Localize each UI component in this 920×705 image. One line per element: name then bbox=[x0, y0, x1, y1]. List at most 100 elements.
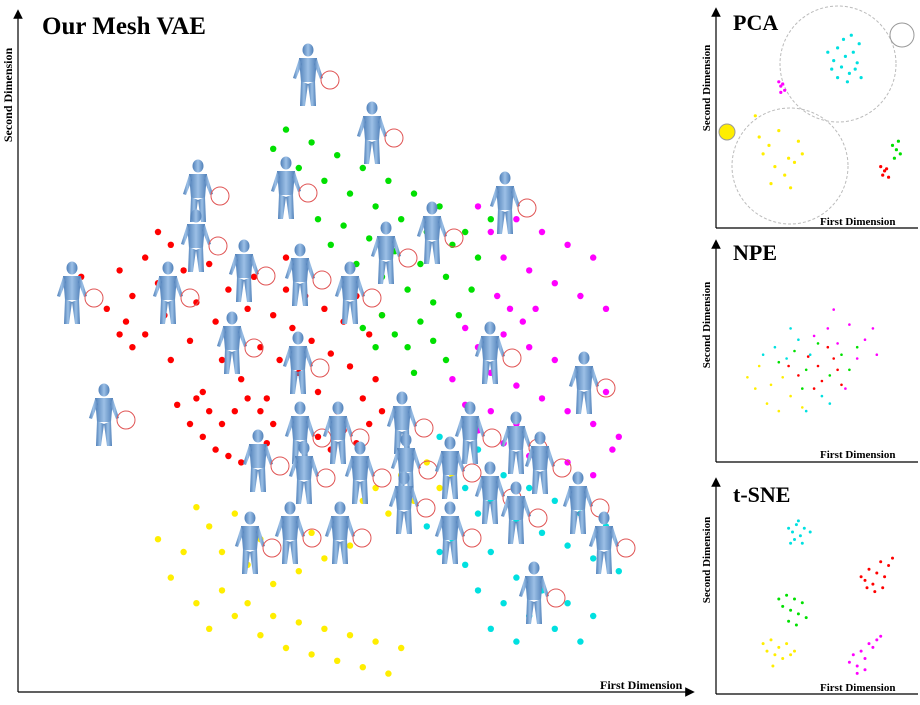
data-point bbox=[577, 292, 584, 300]
data-point bbox=[791, 530, 794, 534]
data-point bbox=[881, 173, 885, 177]
data-point bbox=[359, 164, 366, 172]
human-figure bbox=[525, 431, 572, 494]
data-point bbox=[346, 363, 354, 370]
data-point bbox=[436, 203, 443, 210]
data-point bbox=[538, 529, 546, 536]
data-point bbox=[848, 323, 851, 326]
data-point bbox=[244, 395, 251, 402]
data-point bbox=[487, 228, 494, 236]
data-point bbox=[851, 50, 855, 54]
data-point bbox=[513, 638, 520, 645]
data-point bbox=[231, 612, 238, 620]
pca-scatter-points bbox=[753, 33, 902, 190]
data-point bbox=[865, 586, 869, 590]
data-point bbox=[430, 299, 437, 306]
human-figure bbox=[217, 311, 264, 374]
human-figure bbox=[275, 501, 322, 564]
human-figure bbox=[271, 156, 318, 219]
data-point bbox=[270, 580, 277, 588]
data-point bbox=[826, 345, 830, 349]
npe-scatter-points bbox=[746, 308, 879, 413]
human-figure bbox=[475, 461, 522, 524]
human-figure bbox=[285, 243, 332, 306]
data-point bbox=[789, 394, 792, 398]
data-point bbox=[777, 360, 781, 364]
data-point bbox=[863, 668, 867, 672]
data-point bbox=[346, 542, 354, 549]
data-point bbox=[793, 649, 796, 653]
data-point bbox=[423, 459, 430, 466]
data-point bbox=[753, 114, 757, 118]
data-point bbox=[519, 318, 526, 325]
data-point bbox=[225, 452, 232, 460]
data-point bbox=[840, 383, 843, 387]
data-point bbox=[564, 459, 571, 466]
data-point bbox=[462, 324, 469, 332]
data-point bbox=[321, 177, 328, 184]
data-point bbox=[385, 510, 392, 517]
human-figure bbox=[501, 481, 548, 544]
data-point bbox=[295, 164, 302, 172]
human-figure bbox=[490, 171, 537, 234]
data-point bbox=[887, 564, 891, 567]
data-point bbox=[231, 510, 238, 517]
data-point bbox=[771, 664, 775, 668]
data-point bbox=[257, 344, 264, 351]
data-point bbox=[769, 638, 773, 642]
data-point bbox=[218, 356, 226, 364]
data-point bbox=[206, 408, 213, 415]
data-point bbox=[410, 369, 418, 376]
data-point bbox=[116, 331, 123, 338]
data-point bbox=[879, 560, 883, 564]
data-point bbox=[270, 145, 277, 152]
data-point bbox=[840, 353, 843, 357]
data-point bbox=[761, 642, 765, 646]
data-point bbox=[404, 344, 411, 351]
data-point bbox=[779, 84, 783, 88]
data-point bbox=[798, 534, 802, 538]
pca-title: PCA bbox=[733, 10, 778, 35]
data-point bbox=[832, 357, 835, 360]
data-point bbox=[206, 625, 213, 632]
data-point bbox=[879, 165, 883, 169]
data-point bbox=[773, 345, 777, 349]
human-figure bbox=[417, 201, 464, 264]
data-point bbox=[779, 90, 783, 94]
data-point bbox=[474, 587, 482, 594]
npe-y-axis-label: Second Dimension bbox=[701, 282, 713, 369]
data-point bbox=[859, 575, 863, 579]
data-point bbox=[282, 644, 290, 652]
data-point bbox=[849, 33, 853, 37]
data-point bbox=[859, 649, 863, 653]
data-point bbox=[828, 402, 832, 405]
data-point bbox=[787, 619, 791, 623]
data-point bbox=[757, 135, 761, 139]
human-figure bbox=[289, 441, 336, 504]
human-figure bbox=[181, 209, 228, 272]
data-point bbox=[848, 368, 851, 372]
data-point bbox=[802, 526, 806, 530]
data-point bbox=[500, 254, 507, 261]
data-point bbox=[892, 156, 897, 160]
data-point bbox=[773, 653, 777, 657]
data-point bbox=[789, 608, 793, 612]
npe-x-axis-label: First Dimension bbox=[820, 449, 895, 461]
main-x-axis-label: First Dimension bbox=[600, 678, 683, 692]
data-point bbox=[129, 344, 136, 351]
data-point bbox=[783, 173, 787, 177]
main-title: Our Mesh VAE bbox=[42, 13, 206, 40]
human-figure bbox=[323, 401, 370, 464]
data-point bbox=[199, 433, 206, 440]
data-point bbox=[494, 292, 501, 300]
data-point bbox=[590, 420, 597, 428]
npe-panel: NPE Second Dimension First Dimension bbox=[701, 239, 918, 463]
data-point bbox=[898, 152, 902, 156]
data-point bbox=[881, 586, 885, 590]
data-point bbox=[820, 379, 824, 383]
data-point bbox=[863, 578, 867, 582]
human-figure bbox=[183, 159, 230, 222]
data-point bbox=[832, 59, 836, 63]
data-point bbox=[808, 353, 812, 357]
data-point bbox=[487, 216, 494, 223]
